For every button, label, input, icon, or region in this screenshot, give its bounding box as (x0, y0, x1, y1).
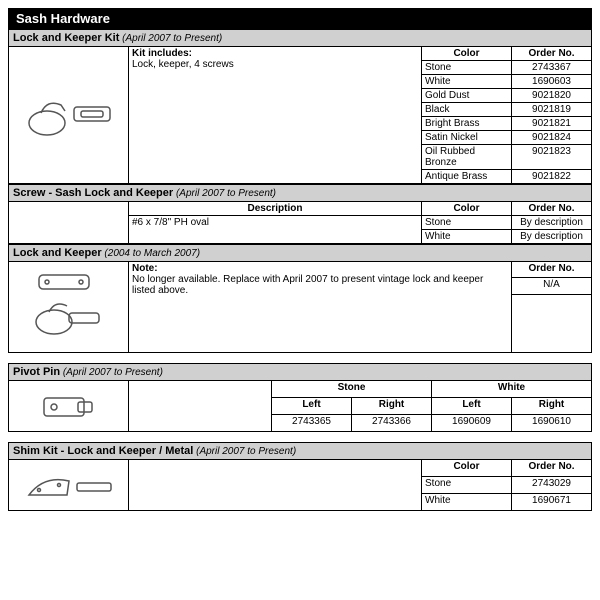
cell-val: 2743365 (272, 415, 352, 432)
col-left: Left (432, 398, 512, 415)
section-title: Lock and Keeper Kit (13, 32, 119, 44)
note-label: Note: (132, 263, 158, 274)
shim-table: Color Order No. Stone2743029 White169067… (8, 459, 592, 511)
lock-keeper-icon (19, 85, 119, 145)
shim-kit-icon (19, 465, 119, 505)
cell-order: 2743367 (512, 61, 592, 75)
cell-order: 9021822 (512, 170, 592, 184)
col-left: Left (272, 398, 352, 415)
pivot-pin-icon (34, 386, 104, 426)
cell-color: Stone (422, 216, 512, 230)
section-header-lock-keeper-kit: Lock and Keeper Kit (April 2007 to Prese… (8, 29, 592, 46)
product-image-cell (9, 202, 129, 244)
cell-order: 1690671 (512, 494, 592, 511)
cell-order: By description (512, 230, 592, 244)
section-sub: (April 2007 to Present) (63, 367, 163, 378)
section-title: Shim Kit - Lock and Keeper / Metal (13, 445, 193, 457)
cell-order: 9021819 (512, 103, 592, 117)
lock-keeper-kit-table: Kit includes: Lock, keeper, 4 screws Col… (8, 46, 592, 184)
section-title: Pivot Pin (13, 366, 60, 378)
section-title: Lock and Keeper (13, 247, 102, 259)
page-header: Sash Hardware (8, 8, 592, 29)
section-sub: (April 2007 to Present) (176, 188, 276, 199)
product-image-cell (9, 47, 129, 184)
cell-color: Gold Dust (422, 89, 512, 103)
section-title: Screw - Sash Lock and Keeper (13, 187, 173, 199)
col-right: Right (352, 398, 432, 415)
cell-color: Satin Nickel (422, 131, 512, 145)
kit-includes-cell: Kit includes: Lock, keeper, 4 screws (129, 47, 422, 184)
cell-color: Stone (422, 477, 512, 494)
cell-color: Stone (422, 61, 512, 75)
cell-color: White (422, 75, 512, 89)
cell-color: Oil Rubbed Bronze (422, 145, 512, 170)
section-header-lock-keeper-old: Lock and Keeper (2004 to March 2007) (8, 244, 592, 261)
section-header-shim: Shim Kit - Lock and Keeper / Metal (Apri… (8, 442, 592, 459)
cell-color: Black (422, 103, 512, 117)
cell-color: Bright Brass (422, 117, 512, 131)
section-sub: (April 2007 to Present) (196, 446, 296, 457)
screw-table: Description Color Order No. #6 x 7/8" PH… (8, 201, 592, 244)
cell-order: 9021820 (512, 89, 592, 103)
empty-cell (129, 381, 272, 432)
product-image-cell (9, 262, 129, 353)
col-right: Right (512, 398, 592, 415)
col-stone: Stone (272, 381, 432, 398)
col-desc: Description (129, 202, 422, 216)
note-text: No longer available. Replace with April … (132, 274, 483, 296)
cell-order: N/A (512, 278, 592, 294)
col-color: Color (422, 47, 512, 61)
col-color: Color (422, 460, 512, 477)
section-sub: (April 2007 to Present) (122, 33, 222, 44)
cell-desc: #6 x 7/8" PH oval (129, 216, 422, 244)
cell-color: Antique Brass (422, 170, 512, 184)
cell-val: 1690610 (512, 415, 592, 432)
cell-order: By description (512, 216, 592, 230)
cell-order: 1690603 (512, 75, 592, 89)
lock-keeper-old-table: Note: No longer available. Replace with … (8, 261, 592, 353)
col-white: White (432, 381, 592, 398)
cell-val: 2743366 (352, 415, 432, 432)
section-sub: (2004 to March 2007) (104, 248, 200, 259)
pivot-table: Stone White Left Right Left Right 274336… (8, 380, 592, 432)
old-lock-keeper-icon (19, 267, 119, 347)
cell-color: White (422, 230, 512, 244)
cell-order: 9021823 (512, 145, 592, 170)
section-header-screw: Screw - Sash Lock and Keeper (April 2007… (8, 184, 592, 201)
kit-includes-text: Lock, keeper, 4 screws (132, 59, 234, 70)
empty-cell (512, 294, 592, 352)
col-order: Order No. (512, 202, 592, 216)
note-cell: Note: No longer available. Replace with … (129, 262, 512, 353)
col-order: Order No. (512, 47, 592, 61)
product-image-cell (9, 381, 129, 432)
col-color: Color (422, 202, 512, 216)
empty-cell (129, 460, 422, 511)
section-header-pivot: Pivot Pin (April 2007 to Present) (8, 363, 592, 380)
cell-order: 9021821 (512, 117, 592, 131)
col-order: Order No. (512, 262, 592, 278)
product-image-cell (9, 460, 129, 511)
cell-color: White (422, 494, 512, 511)
kit-includes-label: Kit includes: (132, 48, 192, 59)
cell-order: 9021824 (512, 131, 592, 145)
col-order: Order No. (512, 460, 592, 477)
cell-order: 2743029 (512, 477, 592, 494)
cell-val: 1690609 (432, 415, 512, 432)
